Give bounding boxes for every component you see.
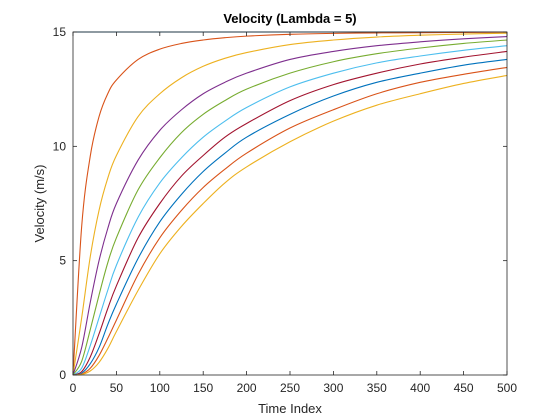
- series-line-6: [72, 45, 508, 376]
- y-tick-label-15: 15: [53, 25, 67, 39]
- y-tick-label-0: 0: [59, 368, 66, 382]
- series-line-8: [72, 58, 508, 376]
- ticks-layer: 0 50 100 150 200 250 300 350 400 450 500 0 5 10 15: [53, 25, 518, 395]
- x-tick-label-200: 200: [237, 381, 257, 395]
- series-line-3: [72, 32, 508, 376]
- y-axis-label: Velocity (m/s): [32, 164, 47, 242]
- x-tick-label-300: 300: [323, 381, 343, 395]
- axes-box: [72, 31, 508, 376]
- chart-title: Velocity (Lambda = 5): [223, 11, 356, 26]
- x-tick-label-0: 0: [70, 381, 77, 395]
- y-tick-label-10: 10: [53, 139, 67, 153]
- y-tick-label-5: 5: [59, 254, 66, 268]
- plot-area: [73, 32, 507, 375]
- x-tick-label-250: 250: [280, 381, 300, 395]
- series-line-9: [72, 66, 508, 376]
- series-line-4: [72, 36, 508, 376]
- x-tick-label-150: 150: [193, 381, 213, 395]
- x-axis-label: Time Index: [258, 401, 322, 416]
- series-line-5: [72, 39, 508, 376]
- series-line-7: [72, 50, 508, 376]
- x-tick-label-50: 50: [110, 381, 124, 395]
- x-tick-label-450: 450: [454, 381, 474, 395]
- x-tick-label-350: 350: [367, 381, 387, 395]
- x-tick-label-500: 500: [497, 381, 517, 395]
- series-layer: [72, 31, 508, 376]
- x-tick-label-100: 100: [150, 381, 170, 395]
- series-line-10: [72, 74, 508, 376]
- x-tick-label-400: 400: [410, 381, 430, 395]
